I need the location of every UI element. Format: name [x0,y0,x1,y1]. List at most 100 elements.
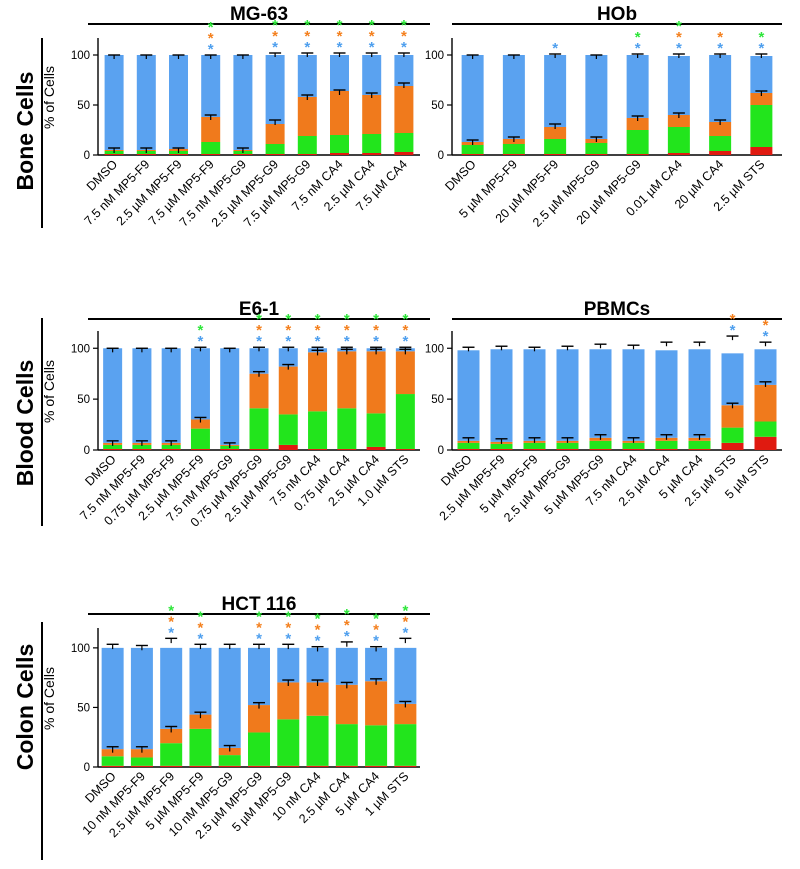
bar-segment-necrotic [132,448,152,450]
bar-segment-early-apoptotic [278,366,298,415]
significance-star-blue: * [373,633,379,650]
bar-segment-necrotic [394,765,417,767]
bar-segment-live [523,349,546,441]
bar-segment-late-apoptotic [394,133,414,152]
bar-segment-live [132,348,152,443]
bar-segment-necrotic [169,154,188,155]
bar-segment-early-apoptotic [709,122,732,136]
bar-segment-late-apoptotic [523,442,546,449]
bar-segment-early-apoptotic [335,684,358,725]
significance-star-blue: * [763,328,769,345]
significance-star-blue: * [369,39,375,56]
bar-segment-late-apoptotic [667,127,690,153]
y-tick-label: 50 [77,100,90,112]
y-tick-label: 100 [425,343,444,355]
significance-star-orange: * [402,322,408,339]
bar-segment-live [161,348,181,443]
bar-segment-necrotic [366,446,386,450]
significance-star-orange: * [168,613,174,630]
significance-star-blue: * [208,41,214,58]
panel-title: E6-1 [239,299,280,320]
bar-segment-early-apoptotic [750,93,773,105]
significance-star-blue: * [402,624,408,641]
significance-star-orange: * [344,322,350,339]
bar-segment-necrotic [330,153,349,155]
bar-segment-necrotic [457,448,480,450]
bar-segment-late-apoptotic [461,145,484,154]
bar-segment-late-apoptotic [362,134,382,153]
significance-star-green: * [198,322,204,339]
y-tick-label: 0 [438,150,444,162]
y-axis-label: % of Cells [41,667,57,730]
bar-segment-necrotic [589,448,612,450]
bar-segment-necrotic [265,154,285,155]
significance-star-blue: * [285,630,291,647]
bar-segment-necrotic [104,154,124,155]
bar-segment-late-apoptotic [750,105,773,147]
bar-segment-live [461,55,484,142]
bar-segment-live [709,55,732,122]
bar-segment-late-apoptotic [335,724,358,766]
bar-segment-necrotic [218,765,241,767]
significance-star-orange: * [730,311,736,328]
bar-segment-late-apoptotic [394,724,417,766]
significance-star-green: * [344,606,350,623]
bar-segment-early-apoptotic [754,384,777,422]
significance-star-blue: * [304,39,310,56]
bar-segment-live [169,55,188,149]
bar-segment-late-apoptotic [103,444,123,449]
bar-segment-late-apoptotic [132,444,152,449]
significance-star-blue: * [373,333,379,350]
bar-segment-late-apoptotic [622,442,645,449]
bar-segment-late-apoptotic [201,142,221,154]
bar-segment-necrotic [160,765,183,767]
y-axis-label: % of Cells [41,360,57,423]
bar-segment-live [248,647,270,706]
significance-star-orange: * [373,322,379,339]
bar-segment-late-apoptotic [249,408,269,449]
bar-segment-necrotic [297,154,317,155]
bar-segment-late-apoptotic [189,728,212,766]
bar-segment-necrotic [490,448,513,450]
significance-star-orange: * [304,28,310,45]
significance-star-blue: * [256,630,262,647]
significance-star-blue: * [198,630,204,647]
bar-segment-early-apoptotic [277,682,300,720]
significance-star-blue: * [552,40,558,57]
bar-segment-necrotic [750,147,773,155]
significance-star-blue: * [401,39,407,56]
bar-segment-necrotic [622,448,645,450]
bar-segment-late-apoptotic [297,136,317,154]
bar-segment-early-apoptotic [365,681,388,726]
significance-star-blue: * [344,333,350,350]
bar-segment-live [655,350,678,438]
bar-segment-live [130,647,153,750]
bar-segment-late-apoptotic [330,135,349,153]
bar-segment-late-apoptotic [502,144,525,154]
bar-segment-necrotic [502,154,525,155]
bar-segment-late-apoptotic [306,715,329,766]
significance-star-green: * [337,17,343,34]
bar-segment-live [457,350,480,441]
bar-segment-live [104,55,124,150]
bar-segment-necrotic [277,765,300,767]
y-tick-label: 50 [77,702,90,714]
significance-star-green: * [256,608,262,625]
bar-segment-necrotic [365,765,388,767]
bar-segment-necrotic [461,154,484,155]
bar-segment-early-apoptotic [130,749,153,758]
significance-star-green: * [285,608,291,625]
row-label-1: Bone Cells [12,72,38,191]
y-tick-label: 50 [77,394,90,406]
bar-segment-early-apoptotic [297,97,317,136]
significance-star-blue: * [635,40,641,57]
bar-segment-early-apoptotic [308,352,328,412]
bar-segment-necrotic [362,153,382,155]
bar-segment-live [754,349,777,385]
significance-star-blue: * [402,333,408,350]
significance-star-orange: * [198,619,204,636]
significance-star-green: * [168,602,174,619]
bar-segment-live [330,55,349,91]
bar-segment-late-apoptotic [655,440,678,449]
